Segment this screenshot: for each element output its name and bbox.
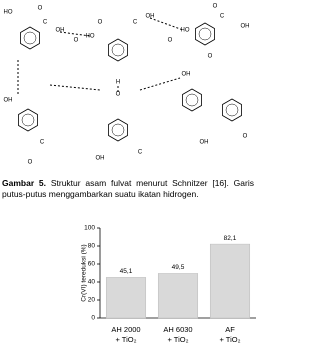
ring-inner — [198, 27, 212, 41]
value-label: 49,5 — [172, 264, 185, 271]
atom-label: O — [243, 134, 248, 140]
atom-label: O — [116, 92, 121, 98]
atom-label: HO — [86, 34, 95, 40]
x-tick-label: AH 2000 + TiO₂ — [111, 325, 140, 344]
ring — [222, 98, 242, 122]
ring — [195, 22, 215, 46]
atom-label: O — [213, 4, 218, 10]
value-label: 45,1 — [120, 268, 133, 275]
atom-label: C — [133, 20, 138, 26]
atom-label: OH — [96, 156, 105, 162]
atom-label: C — [220, 14, 225, 20]
ring-inner — [185, 93, 199, 107]
ring — [108, 118, 128, 142]
y-tick-label: 20 — [88, 297, 96, 304]
ring-inner — [111, 123, 125, 137]
atom-label: O — [168, 38, 173, 44]
x-tick-label: AF + TiO₂ — [219, 325, 240, 344]
atom-label: HO — [181, 28, 190, 34]
atom-label: C — [43, 20, 48, 26]
atom-label: OH — [200, 140, 209, 146]
atom-label: O — [38, 6, 43, 12]
y-axis-label: Cr(VI) tereduksi (%) — [81, 244, 88, 301]
atom-label: C — [40, 140, 45, 146]
bar — [209, 243, 251, 319]
y-tick-label: 40 — [88, 279, 96, 286]
x-tick-label: AH 6030 + TiO₂ — [163, 325, 192, 344]
y-tick-label: 100 — [84, 225, 95, 232]
ring — [108, 38, 128, 62]
ring-inner — [21, 113, 35, 127]
atom-label: OH — [241, 24, 250, 30]
bar — [105, 277, 147, 319]
caption: Gambar 5. Struktur asam fulvat menurut S… — [2, 178, 254, 200]
ring-inner — [111, 43, 125, 57]
bar — [157, 273, 199, 319]
y-tick-label: 80 — [88, 243, 96, 250]
atom-label: OH — [146, 14, 155, 20]
ring — [182, 88, 202, 112]
page: HO O C OH O HO O C OH O HO O C OH O H O OH C O OH C OH OH O Cr(VI… — [2, 4, 256, 344]
atom-label: O — [208, 54, 213, 60]
y-tick-label: 60 — [88, 261, 96, 268]
y-tick-label: 0 — [91, 315, 95, 322]
ring — [20, 26, 40, 50]
ring-inner — [225, 103, 239, 117]
atom-label: OH — [4, 98, 13, 104]
ring-inner — [23, 31, 37, 45]
atom-label: C — [138, 150, 143, 156]
caption-label: Gambar 5. — [2, 178, 47, 188]
atom-label: O — [74, 38, 79, 44]
ring — [18, 108, 38, 132]
atom-label: O — [98, 20, 103, 26]
caption-text: Struktur asam fulvat menurut Schnitzer [… — [2, 178, 254, 199]
atom-label: O — [28, 160, 33, 166]
atom-label: OH — [182, 72, 191, 78]
hydrogen-bonds — [17, 17, 184, 96]
atom-label: OH — [56, 28, 65, 34]
value-label: 82,1 — [224, 235, 237, 242]
atom-label: H — [116, 80, 120, 86]
atom-label: HO — [4, 10, 13, 16]
